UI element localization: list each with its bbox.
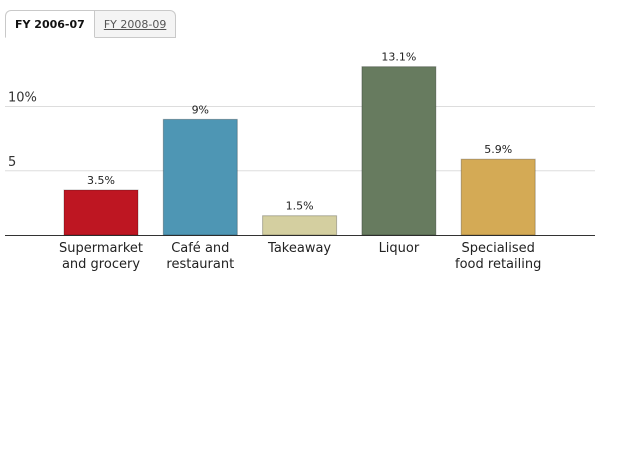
y-tick-label: 5 xyxy=(8,155,16,170)
category-label: Liquor xyxy=(379,241,420,256)
tab-fy-2008-09[interactable]: FY 2008-09 xyxy=(94,10,177,38)
category-label: food retailing xyxy=(455,257,541,272)
bar-value-label: 3.5% xyxy=(87,174,115,187)
bar-value-label: 5.9% xyxy=(484,143,512,156)
year-tabs: FY 2006-07 FY 2008-09 xyxy=(5,10,177,38)
bar-value-label: 13.1% xyxy=(381,51,416,64)
bar-value-label: 1.5% xyxy=(286,200,314,213)
bar xyxy=(460,158,536,236)
y-tick-label: 10% xyxy=(8,91,37,106)
category-label: Specialised xyxy=(461,241,534,256)
bar xyxy=(162,118,238,236)
category-label: Supermarket xyxy=(59,241,143,256)
tab-fy-2006-07[interactable]: FY 2006-07 xyxy=(5,10,95,38)
category-label: Café and xyxy=(171,241,229,256)
bar xyxy=(361,66,437,236)
bar xyxy=(262,215,338,236)
category-label: Takeaway xyxy=(267,241,331,256)
bar-value-label: 9% xyxy=(192,103,209,116)
category-label: restaurant xyxy=(166,257,234,272)
category-label: and grocery xyxy=(62,257,140,272)
bar xyxy=(63,189,139,236)
